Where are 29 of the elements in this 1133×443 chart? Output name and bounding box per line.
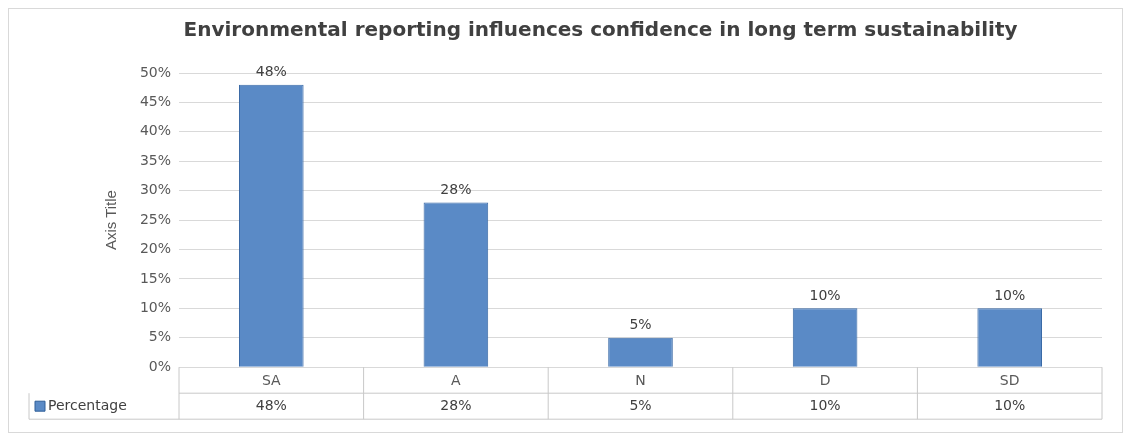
x-tick-label: A	[451, 372, 462, 389]
y-tick-label: 10%	[139, 299, 171, 315]
y-tick-label: 50%	[139, 63, 171, 80]
chart-title: Environmental reporting influences confidence in long term sustainability	[183, 17, 1018, 42]
y-tick-label: 35%	[139, 151, 171, 168]
y-tick-label: 45%	[139, 93, 171, 110]
text: 10%	[809, 287, 841, 303]
y-axis-title: Axis Title	[102, 190, 120, 251]
text: 48%	[255, 63, 287, 80]
data-label: 28%	[440, 396, 472, 413]
data-label: 5%	[629, 396, 652, 413]
y-tick-label: 40%	[139, 122, 171, 139]
y-tick-label: 15%	[139, 269, 171, 286]
legend-label: Percentage	[48, 396, 127, 413]
data-label: 10%	[809, 396, 841, 413]
x-tick-label: SA	[261, 372, 282, 389]
x-tick-label: D	[819, 372, 831, 389]
data-label: 48%	[255, 396, 287, 413]
text: 5%	[629, 316, 652, 333]
y-tick-label: 0%	[148, 357, 171, 374]
y-tick-label: 25%	[139, 210, 171, 227]
text: 10%	[994, 287, 1026, 303]
text: 28%	[440, 181, 472, 198]
y-tick-label: 5%	[148, 328, 171, 345]
data-label: 10%	[994, 396, 1026, 413]
y-tick-label: 20%	[139, 240, 171, 257]
x-tick-label: N	[635, 372, 646, 389]
y-tick-label: 30%	[139, 181, 171, 198]
x-tick-label: SD	[999, 372, 1020, 389]
